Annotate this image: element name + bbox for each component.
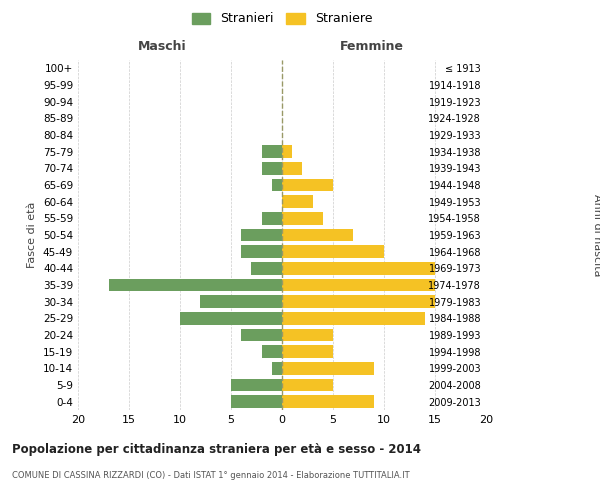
Bar xyxy=(262,162,282,174)
Bar xyxy=(272,179,282,192)
Bar xyxy=(272,362,282,374)
Bar xyxy=(241,229,282,241)
Bar xyxy=(282,346,333,358)
Text: Maschi: Maschi xyxy=(137,40,187,52)
Bar xyxy=(262,146,282,158)
Bar xyxy=(109,279,282,291)
Bar xyxy=(282,162,302,174)
Bar xyxy=(282,212,323,224)
Text: Popolazione per cittadinanza straniera per età e sesso - 2014: Popolazione per cittadinanza straniera p… xyxy=(12,442,421,456)
Bar xyxy=(282,246,384,258)
Bar xyxy=(282,229,353,241)
Bar xyxy=(180,312,282,324)
Bar xyxy=(241,329,282,341)
Bar xyxy=(262,212,282,224)
Bar xyxy=(282,262,435,274)
Bar xyxy=(262,346,282,358)
Bar xyxy=(282,379,333,391)
Legend: Stranieri, Straniere: Stranieri, Straniere xyxy=(188,8,376,29)
Bar xyxy=(282,196,313,208)
Bar xyxy=(282,329,333,341)
Text: Anni di nascita: Anni di nascita xyxy=(592,194,600,276)
Bar xyxy=(282,362,374,374)
Bar xyxy=(282,396,374,408)
Bar xyxy=(251,262,282,274)
Bar xyxy=(200,296,282,308)
Bar xyxy=(241,246,282,258)
Bar xyxy=(282,296,435,308)
Bar xyxy=(282,179,333,192)
Bar xyxy=(282,146,292,158)
Bar xyxy=(282,312,425,324)
Bar xyxy=(282,279,435,291)
Bar xyxy=(231,396,282,408)
Text: Femmine: Femmine xyxy=(340,40,404,52)
Bar xyxy=(231,379,282,391)
Text: COMUNE DI CASSINA RIZZARDI (CO) - Dati ISTAT 1° gennaio 2014 - Elaborazione TUTT: COMUNE DI CASSINA RIZZARDI (CO) - Dati I… xyxy=(12,471,410,480)
Y-axis label: Fasce di età: Fasce di età xyxy=(28,202,37,268)
